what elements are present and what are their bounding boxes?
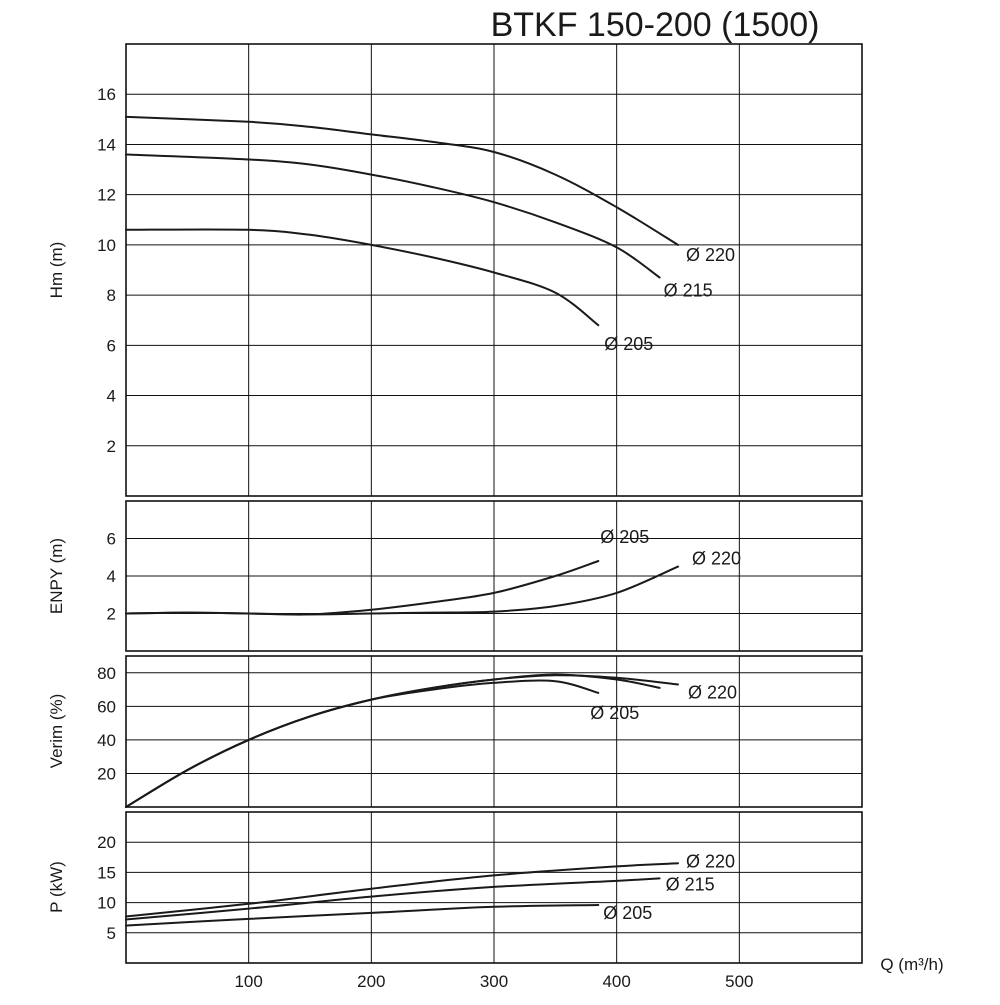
y-tick-label: 60 [97,697,116,716]
curve-power-205 [125,904,600,927]
y-tick-label: 5 [107,924,116,943]
curve-efficiency-215 [125,673,661,808]
curve-label-npsh: Ø 220 [692,549,741,569]
y-tick-label: 4 [107,387,116,406]
panel-efficiency: 20 40 60 80 Verim (%) Ø 205 Ø 220 [47,655,863,808]
panel-frame [125,655,863,808]
y-tick-label: 12 [97,186,116,205]
y-tick-label: 10 [97,236,116,255]
curve-label-npsh: Ø 205 [600,527,649,547]
x-tick-label: 300 [480,972,508,991]
y-tick-label: 4 [107,567,116,586]
x-tick-label: 200 [357,972,385,991]
curve-power-215 [125,877,661,921]
y-tick-label: 16 [97,85,116,104]
curve-npsh-205 [125,560,600,616]
curve-label-power: Ø 215 [666,874,715,894]
chart-title: BTKF 150-200 (1500) [491,6,820,44]
curve-power-220 [125,862,679,918]
y-axis-label: Hm (m) [47,242,66,299]
curve-efficiency-205 [125,679,600,808]
x-tick-label: 400 [602,972,630,991]
y-tick-label: 2 [107,605,116,624]
y-tick-label: 20 [97,764,116,783]
curve-label-efficiency: Ø 205 [590,703,639,723]
x-tick-label: 100 [234,972,262,991]
y-tick-label: 6 [107,530,116,549]
y-tick-label: 20 [97,833,116,852]
curve-npsh-220 [125,565,679,616]
x-axis-label: Q (m³/h) [880,955,943,974]
panel-frame [125,811,863,964]
curve-label-efficiency: Ø 220 [688,683,737,703]
y-tick-label: 40 [97,731,116,750]
y-axis-label: P (kW) [47,861,66,913]
y-tick-label: 14 [97,135,116,154]
curve-head-205 [125,228,600,327]
y-tick-label: 80 [97,664,116,683]
curve-label-head: Ø 205 [604,334,653,354]
y-axis-label: Verim (%) [47,694,66,769]
y-tick-label: 10 [97,894,116,913]
curve-head-215 [125,153,661,279]
curve-label-power: Ø 205 [603,903,652,923]
x-tick-label: 500 [725,972,753,991]
y-tick-label: 2 [107,437,116,456]
y-tick-label: 6 [107,336,116,355]
curve-label-head: Ø 220 [686,245,735,265]
panel-frame [125,43,863,497]
y-axis-label: ENPY (m) [47,538,66,614]
curve-label-head: Ø 215 [664,281,713,301]
curve-label-power: Ø 220 [686,851,735,871]
panel-head: 2 4 6 8 10 12 14 16 Hm (m) Ø 220 Ø 215 Ø 205 [47,43,863,497]
y-tick-label: 8 [107,286,116,305]
y-tick-label: 15 [97,863,116,882]
curve-head-220 [125,115,679,246]
panel-npsh: 2 4 6 ENPY (m) Ø 205 Ø 220 [47,500,863,652]
panel-power: 5 10 15 20 P (kW) Ø 220 Ø 215 Ø 205 [47,811,863,964]
panel-frame [125,500,863,652]
